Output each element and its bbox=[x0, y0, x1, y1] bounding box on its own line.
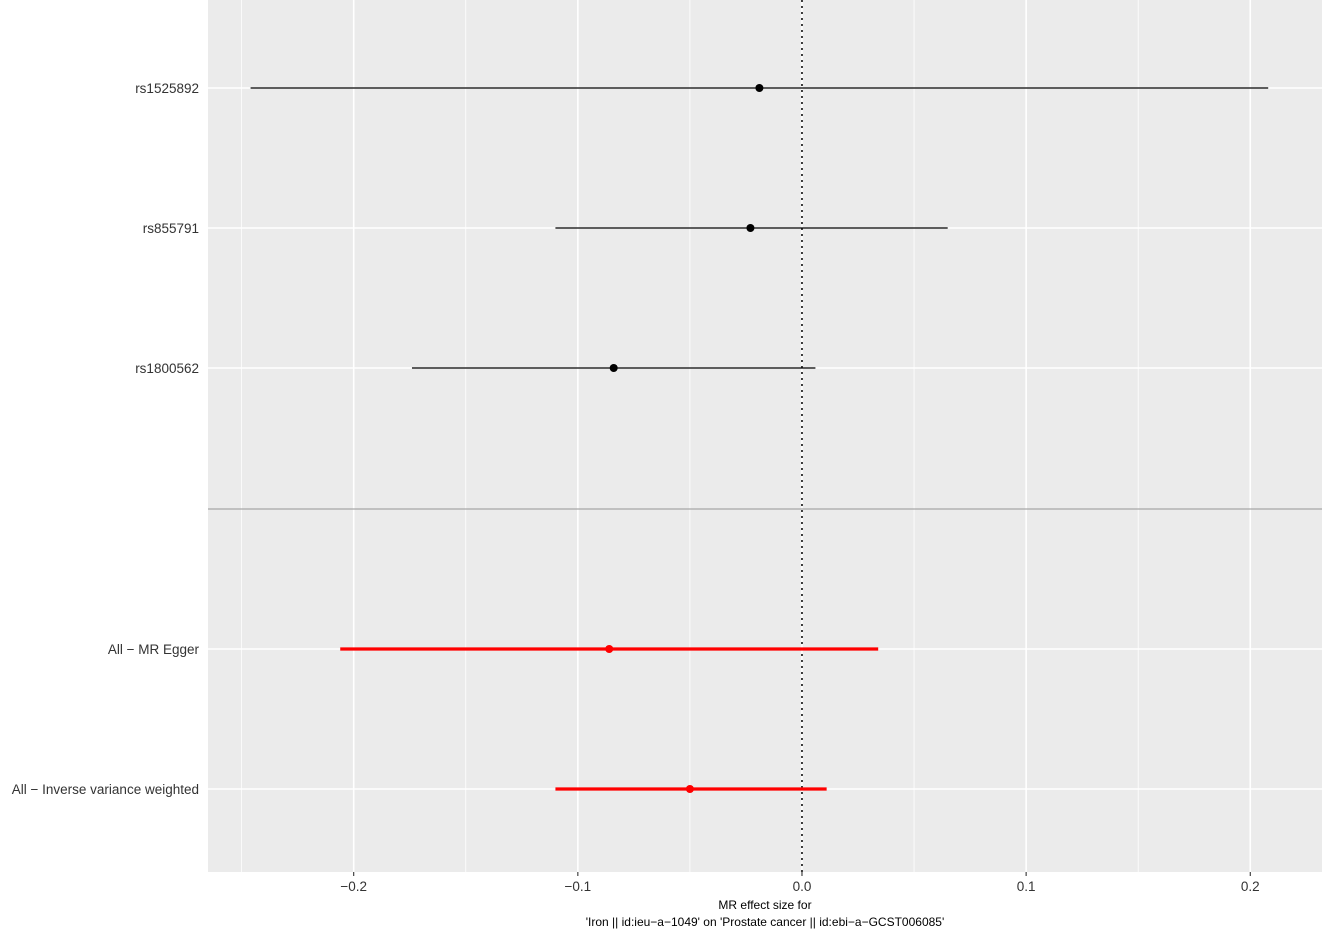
x-axis-ticks bbox=[353, 872, 1251, 876]
x-tick-label: 0.2 bbox=[1241, 879, 1260, 894]
x-tick-label: 0.0 bbox=[793, 879, 812, 894]
summary-point bbox=[605, 645, 614, 653]
y-tick-label: All − MR Egger bbox=[108, 642, 200, 657]
y-axis-labels: rs1525892 rs855791 rs1800562 All − MR Egger… bbox=[12, 81, 200, 797]
y-tick-label: All − Inverse variance weighted bbox=[12, 782, 199, 797]
x-tick-label: −0.1 bbox=[565, 879, 592, 894]
x-axis-title-line-2: 'Iron || id:ieu−a−1049' on 'Prostate can… bbox=[586, 915, 945, 929]
summary-point bbox=[685, 785, 694, 793]
x-tick-label: 0.1 bbox=[1017, 879, 1036, 894]
snp-point bbox=[755, 84, 764, 92]
x-axis-tick-labels: −0.2 −0.1 0.0 0.1 0.2 bbox=[340, 879, 1259, 894]
plot-panel bbox=[208, 0, 1322, 872]
snp-point bbox=[746, 224, 755, 232]
y-tick-label: rs855791 bbox=[143, 221, 199, 236]
effect-estimates bbox=[605, 84, 764, 793]
snp-point bbox=[609, 364, 618, 372]
minor-gridlines bbox=[241, 0, 1139, 872]
x-axis-title-line-1: MR effect size for bbox=[718, 898, 811, 912]
y-tick-label: rs1800562 bbox=[135, 361, 199, 376]
y-tick-label: rs1525892 bbox=[135, 81, 199, 96]
x-tick-label: −0.2 bbox=[340, 879, 367, 894]
